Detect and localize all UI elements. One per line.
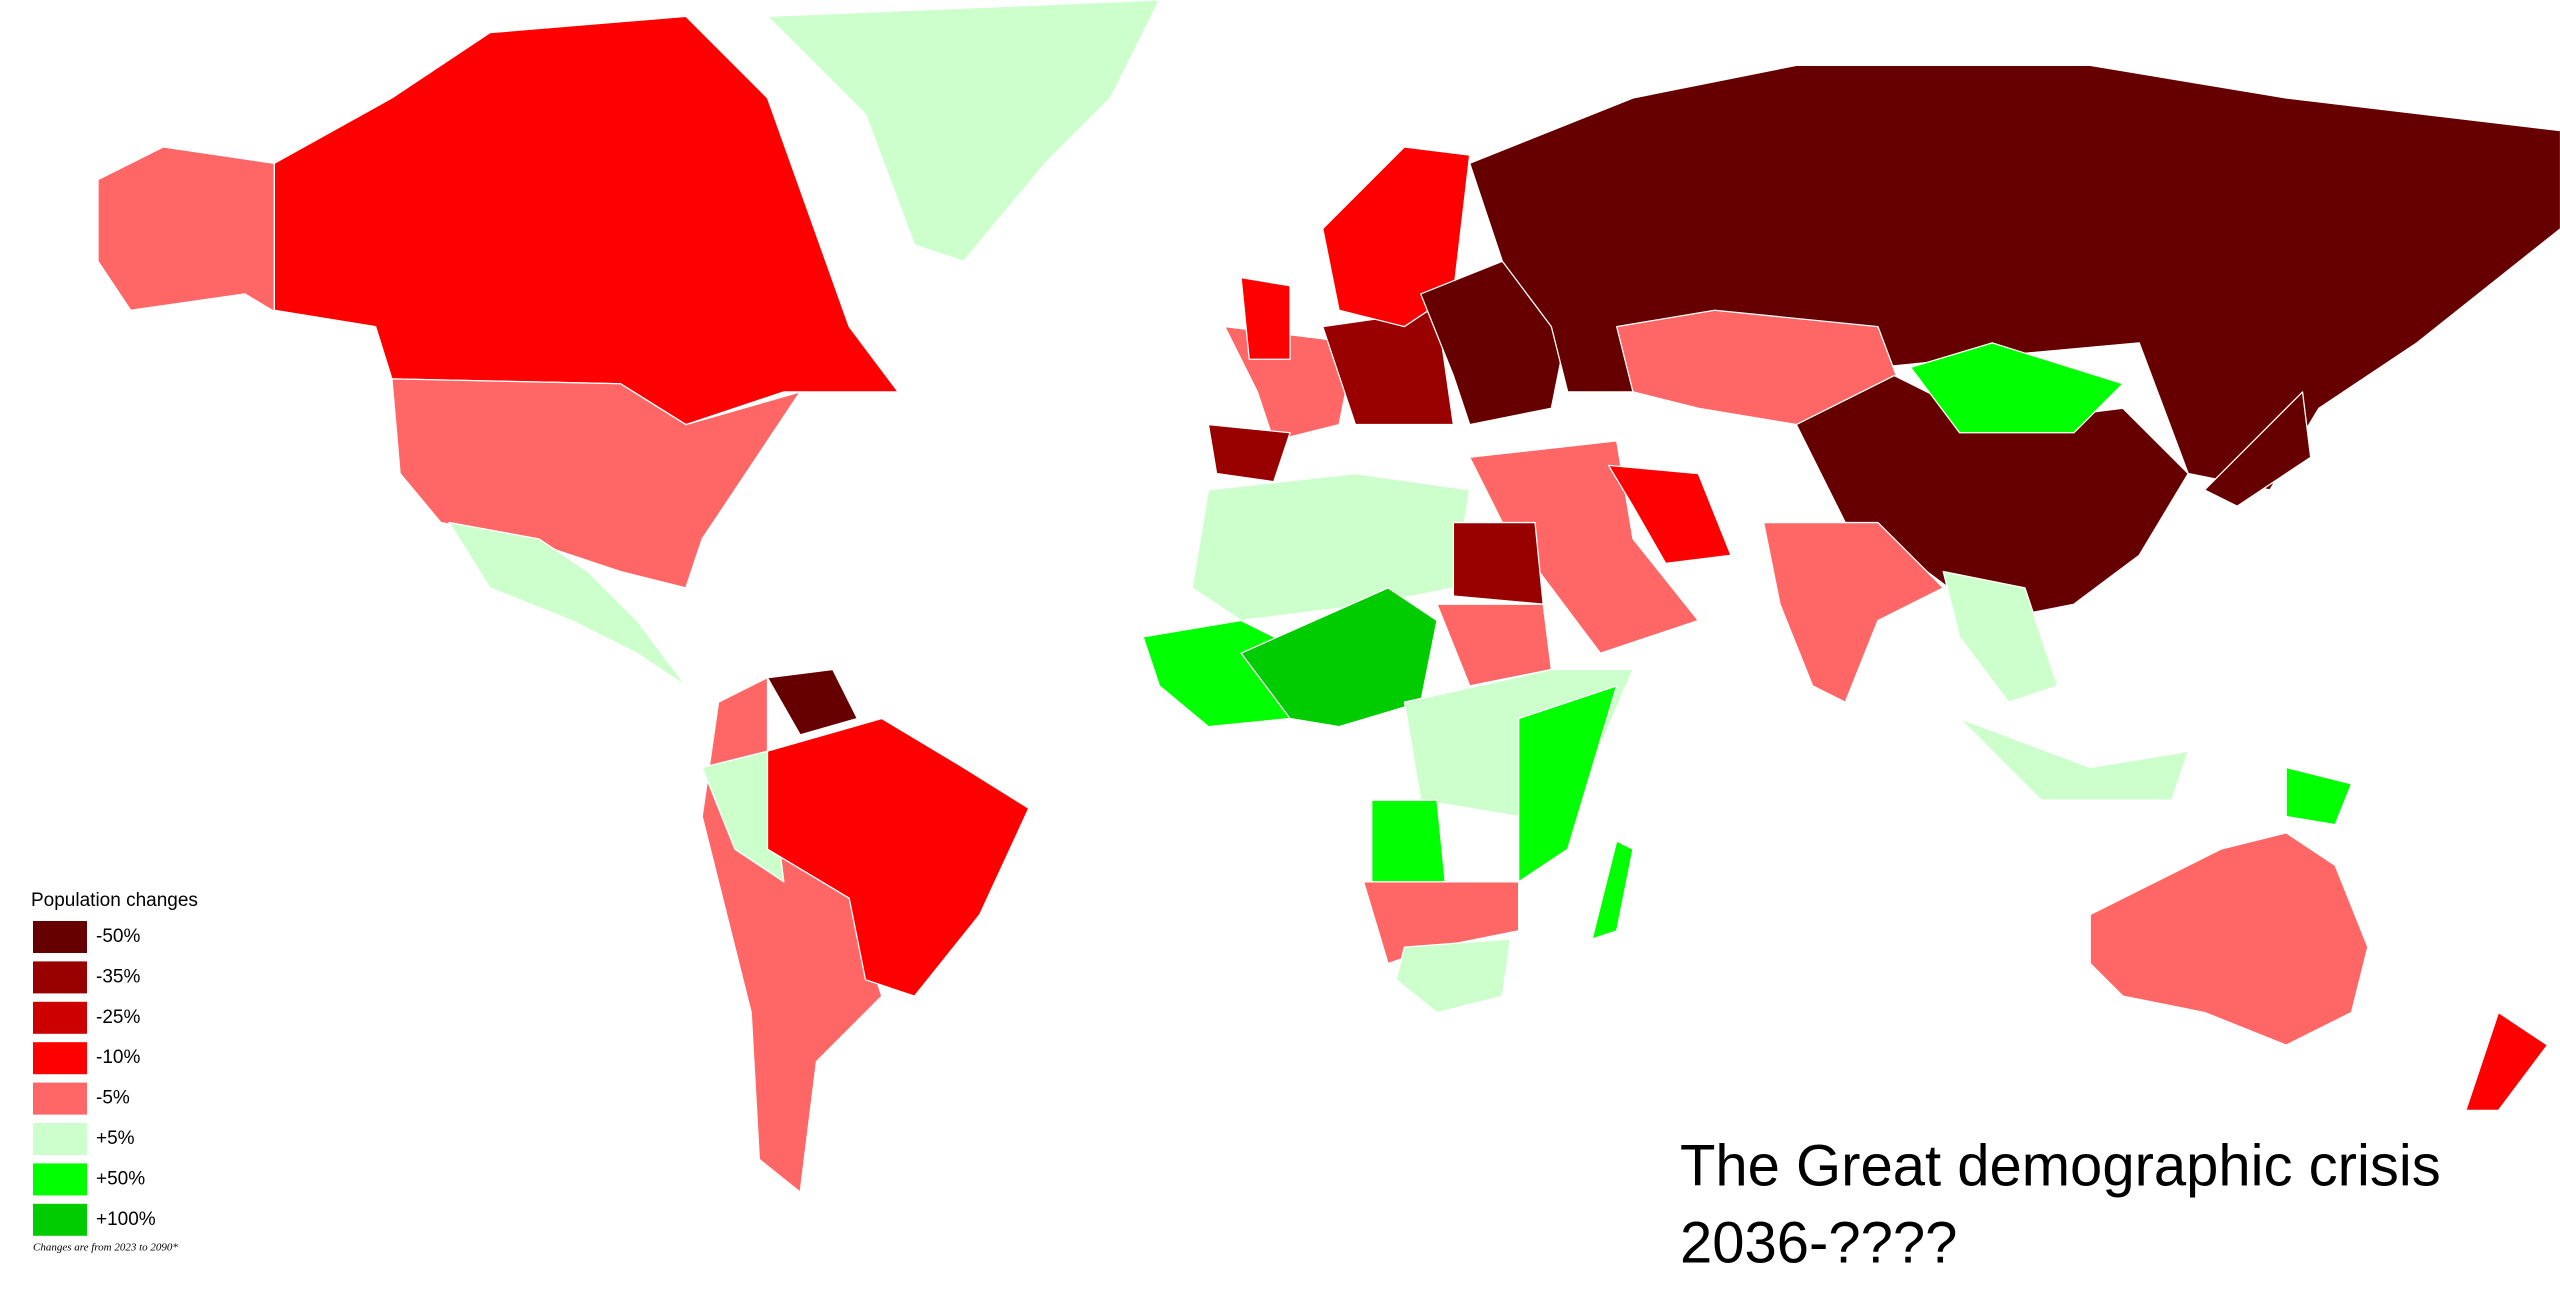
- indonesia: [1958, 717, 2189, 801]
- brazil: [766, 717, 1030, 997]
- papua-new-guinea: [2285, 766, 2353, 826]
- japan: [2203, 391, 2312, 507]
- uk: [1240, 276, 1291, 360]
- legend-swatch: [33, 961, 87, 994]
- legend-label: -50%: [96, 926, 140, 947]
- peru: [701, 750, 785, 883]
- greenland: [766, 0, 1161, 262]
- southern-africa: [1362, 881, 1520, 965]
- countries: [97, 0, 2560, 1193]
- legend-swatch: [33, 1163, 87, 1196]
- north-africa: [1191, 472, 1471, 622]
- legend-swatch: [33, 1082, 87, 1115]
- legend-label: -5%: [96, 1088, 130, 1109]
- canada: [273, 15, 899, 426]
- south-africa: [1395, 938, 1512, 1014]
- kenya-tanzania: [1518, 685, 1618, 883]
- legend: Population changes -50% -35% -25% -10% -5% +5…: [31, 890, 198, 1236]
- title-line: The Great demographic crisis: [1680, 1133, 2441, 1198]
- legend-label: -25%: [96, 1007, 140, 1028]
- legend-swatch: [33, 1042, 87, 1075]
- legend-label: +5%: [96, 1128, 135, 1149]
- legend-swatch: [33, 1001, 87, 1034]
- russia: [1469, 64, 2560, 491]
- footnote: Changes are from 2023 to 2090*: [33, 1242, 178, 1254]
- legend-label: +100%: [96, 1209, 156, 1230]
- madagascar: [1591, 840, 1634, 940]
- legend-label: +50%: [96, 1168, 145, 1189]
- mongolia: [1909, 342, 2124, 434]
- iran: [1607, 464, 1732, 565]
- title-line: 2036-????: [1680, 1210, 1957, 1275]
- legend-swatch: [33, 1203, 87, 1236]
- australia: [2089, 832, 2369, 1046]
- legend-title: Population changes: [31, 890, 198, 911]
- spain: [1207, 423, 1291, 483]
- usa: [391, 378, 801, 589]
- legend-label: -35%: [96, 966, 140, 987]
- mexico: [448, 521, 687, 687]
- alaska: [97, 146, 328, 344]
- southeast-asia: [1942, 570, 2059, 703]
- legend-swatch: [33, 921, 87, 953]
- central-africa: [1371, 799, 1446, 891]
- egypt: [1452, 521, 1544, 605]
- new-zealand: [2465, 1011, 2549, 1112]
- india: [1762, 521, 1944, 703]
- venezuela: [766, 668, 858, 736]
- legend-swatch: [33, 1123, 87, 1155]
- legend-label: -10%: [96, 1047, 140, 1068]
